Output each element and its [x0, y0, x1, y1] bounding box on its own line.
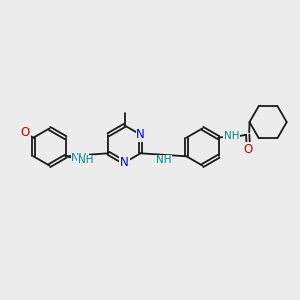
Text: NH: NH	[78, 155, 93, 165]
Text: NH: NH	[71, 153, 88, 164]
Text: O: O	[244, 143, 253, 156]
Text: NH: NH	[156, 155, 171, 165]
Text: O: O	[21, 127, 30, 140]
Text: N: N	[136, 128, 145, 141]
Text: NH: NH	[224, 131, 240, 141]
Text: N: N	[120, 156, 129, 169]
